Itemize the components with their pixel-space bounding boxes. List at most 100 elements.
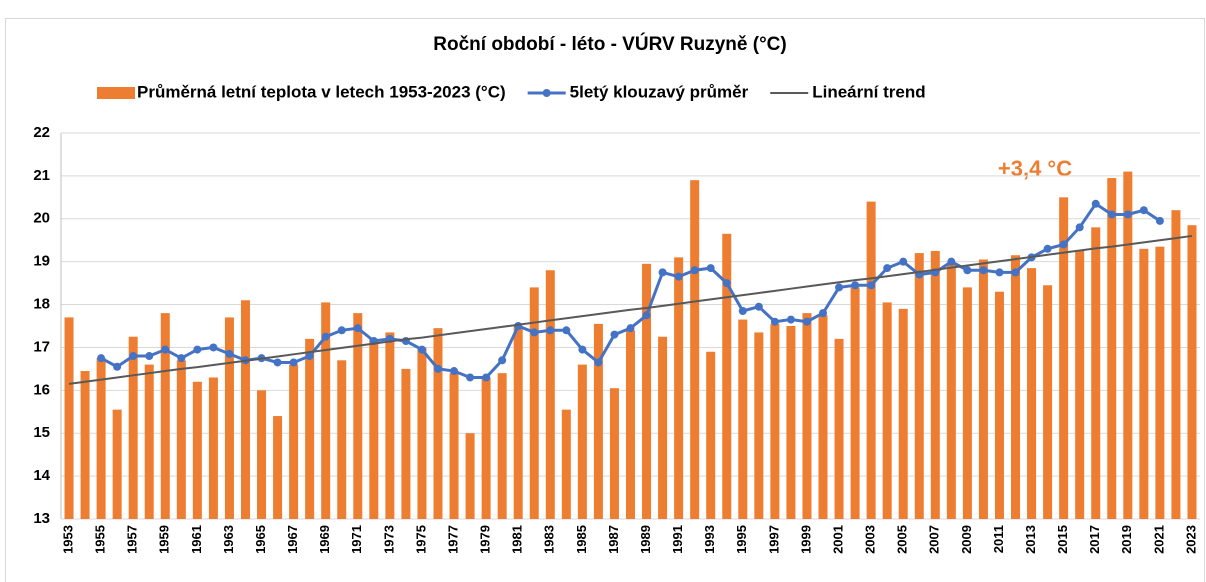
marker: [225, 349, 234, 358]
marker: [273, 358, 282, 367]
bar: [593, 323, 603, 519]
x-tick-label: 2015: [1055, 525, 1070, 554]
x-tick-label: 2017: [1087, 525, 1102, 554]
bar: [754, 332, 764, 519]
bar: [321, 302, 331, 519]
y-tick-label: 15: [33, 424, 50, 441]
legend-label: Lineární trend: [812, 82, 925, 101]
x-tick-label: 1995: [734, 525, 749, 554]
bar: [128, 336, 138, 519]
x-tick-label: 1953: [60, 525, 75, 554]
marker: [995, 268, 1004, 277]
bar: [706, 351, 716, 519]
marker: [450, 367, 459, 376]
y-tick-label: 16: [33, 381, 50, 398]
marker: [578, 345, 587, 354]
bar: [674, 257, 684, 519]
marker: [562, 326, 571, 335]
marker: [530, 328, 539, 337]
bar: [481, 377, 491, 519]
x-tick-label: 1999: [798, 525, 813, 554]
x-tick-label: 2009: [959, 525, 974, 554]
bar: [866, 201, 876, 519]
bar: [1123, 171, 1133, 519]
bar: [786, 326, 796, 519]
x-tick-label: 1985: [574, 525, 589, 554]
bar: [914, 253, 924, 520]
marker: [979, 266, 988, 275]
marker: [482, 373, 491, 382]
x-tick-label: 2019: [1119, 525, 1134, 554]
marker: [1091, 199, 1100, 208]
marker: [177, 354, 186, 363]
marker: [161, 345, 170, 354]
y-tick-label: 21: [33, 167, 50, 184]
bar: [802, 313, 812, 519]
marker: [835, 283, 844, 292]
bar: [305, 338, 315, 519]
bar: [385, 332, 395, 519]
y-tick-label: 22: [33, 124, 50, 141]
marker: [594, 358, 603, 367]
x-tick-label: 1957: [125, 525, 140, 554]
bar: [658, 336, 668, 519]
y-tick-label: 13: [33, 510, 50, 527]
marker: [899, 257, 908, 266]
marker: [1155, 216, 1164, 225]
marker: [353, 324, 362, 333]
bar: [626, 330, 635, 519]
marker: [305, 352, 314, 361]
bar: [1155, 246, 1165, 519]
bar: [545, 270, 555, 519]
x-tick-label: 1959: [157, 525, 172, 554]
y-tick-label: 19: [33, 253, 50, 270]
x-tick-label: 1977: [445, 525, 460, 554]
marker: [498, 356, 507, 365]
x-tick-label: 1973: [381, 525, 396, 554]
marker: [1043, 244, 1052, 253]
x-tick-label: 1983: [542, 525, 557, 554]
marker: [867, 281, 876, 290]
marker: [722, 279, 731, 288]
bar: [994, 291, 1004, 519]
bar: [577, 364, 587, 519]
marker: [754, 302, 763, 311]
bar: [369, 338, 379, 519]
chart-title: Roční období - léto - VÚRV Ruzyně (°C): [433, 33, 786, 55]
bar: [208, 377, 218, 519]
x-tick-label: 1955: [93, 525, 108, 554]
x-tick-label: 2005: [895, 525, 910, 554]
bar: [96, 358, 106, 519]
line: [68, 234, 1193, 385]
bar: [240, 300, 250, 519]
marker: [947, 257, 956, 266]
bar: [818, 315, 828, 519]
bar: [64, 317, 74, 519]
legend-label: Průměrná letní teplota v letech 1953-202…: [137, 82, 506, 101]
marker: [1107, 210, 1116, 219]
x-tick-label: 1991: [670, 525, 685, 554]
bar: [529, 287, 539, 519]
bar: [417, 347, 427, 519]
x-tick-label: 1963: [221, 525, 236, 554]
y-tick-label: 20: [33, 210, 50, 227]
bar: [513, 326, 523, 519]
marker: [129, 352, 138, 361]
annotation: +3,4 °C: [998, 156, 1072, 181]
marker: [1059, 240, 1068, 249]
x-tick-label: 1967: [285, 525, 300, 554]
bar: [1075, 250, 1085, 519]
bar: [449, 373, 459, 519]
marker: [690, 266, 699, 275]
x-tick-label: 2021: [1151, 525, 1166, 554]
bar: [561, 409, 571, 519]
marker: [738, 306, 747, 315]
bar: [642, 263, 652, 519]
marker: [97, 354, 106, 363]
marker: [1123, 210, 1132, 219]
x-tick-label: 1989: [638, 525, 653, 554]
bar: [112, 409, 122, 519]
x-tick-label: 2001: [830, 525, 845, 554]
